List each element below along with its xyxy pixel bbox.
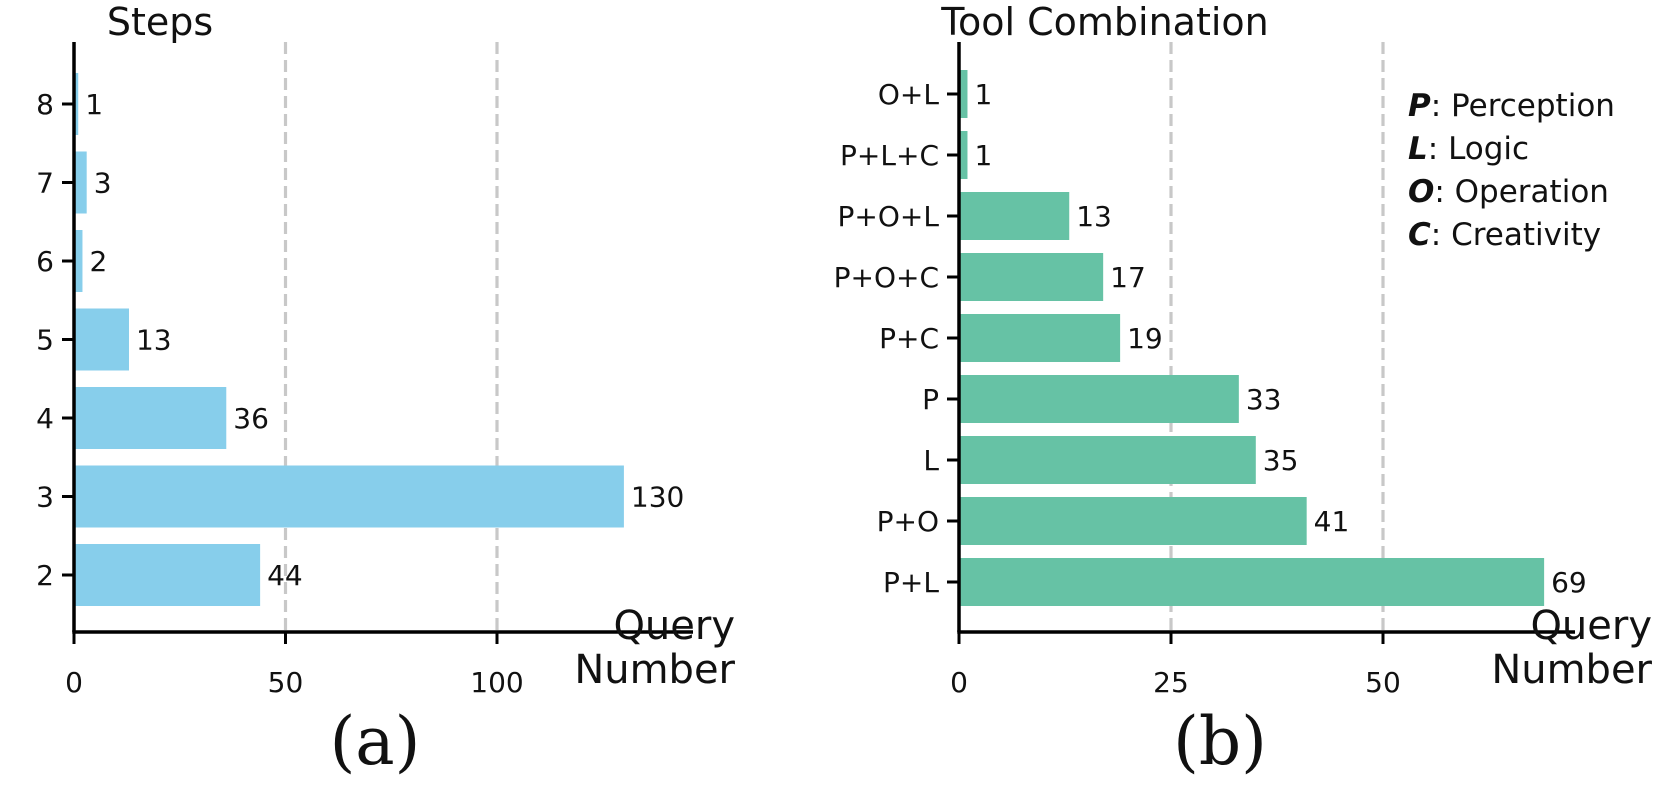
- legend-entry: P: Perception: [1408, 88, 1615, 124]
- legend-entry: O: Operation: [1408, 174, 1609, 210]
- panel-label: (a): [330, 703, 421, 780]
- legend-entry: C: Creativity: [1408, 217, 1601, 253]
- legend: P: Perception L: Logic O: Operation C: Crea…: [1408, 88, 1615, 253]
- y-tick-label: P: [922, 383, 939, 416]
- x-tick-label: 0: [950, 666, 968, 699]
- tool-combination-chart: Tool Combination P+L P+O LP P+C P+O+C P+O+L P+…: [834, 0, 1653, 780]
- bar: [959, 70, 968, 118]
- data-label: 130: [631, 481, 684, 514]
- data-label: 2: [89, 245, 107, 278]
- y-tick-label: 7: [36, 167, 54, 200]
- data-label: 44: [267, 559, 303, 592]
- steps-chart: Steps 2 3 4 5 6 7 8 0 50 100 44 130 36 13 2 3 1 Query N…: [36, 0, 735, 780]
- y-tick-label: P+C: [879, 322, 939, 355]
- data-label: 33: [1246, 383, 1282, 416]
- panel-label: (b): [1173, 703, 1267, 780]
- x-axis-label: Query Number: [1491, 603, 1652, 693]
- data-label: 19: [1127, 322, 1163, 355]
- data-label: 17: [1110, 261, 1146, 294]
- bar: [959, 253, 1104, 301]
- y-tick-label: 8: [36, 88, 54, 121]
- bar: [959, 558, 1545, 606]
- y-tick-label: P+O: [877, 505, 939, 538]
- y-tick-label: P+O+C: [834, 261, 939, 294]
- bar: [74, 151, 87, 214]
- bar: [959, 436, 1256, 484]
- x-tick-label: 100: [470, 666, 523, 699]
- bar: [959, 131, 968, 179]
- x-tick-label: 0: [65, 666, 83, 699]
- data-label: 36: [233, 402, 269, 435]
- x-tick-label: 25: [1153, 666, 1189, 699]
- chart-title: Tool Combination: [940, 0, 1269, 44]
- x-tick-label: 50: [1365, 666, 1401, 699]
- x-axis-label: Query Number: [574, 603, 735, 693]
- data-label: 13: [1076, 200, 1112, 233]
- data-label: 41: [1314, 505, 1350, 538]
- y-tick-label: P+L+C: [840, 139, 939, 172]
- y-tick-label: 2: [36, 559, 54, 592]
- bar: [959, 375, 1239, 423]
- y-tick-label: O+L: [878, 78, 940, 111]
- bar: [74, 230, 83, 292]
- y-tick-label: 3: [36, 481, 54, 514]
- bar: [959, 497, 1307, 545]
- y-tick-label: 5: [36, 324, 54, 357]
- bar: [74, 308, 129, 371]
- data-label: 35: [1263, 444, 1299, 477]
- legend-entry: L: Logic: [1408, 131, 1529, 167]
- data-label: 1: [974, 139, 992, 172]
- chart-title: Steps: [107, 0, 213, 44]
- bar: [959, 314, 1121, 362]
- bar: [74, 387, 227, 449]
- y-tick-label: 4: [36, 402, 54, 435]
- data-label: 69: [1551, 566, 1587, 599]
- y-tick-label: L: [923, 444, 939, 477]
- y-tick-label: P+O+L: [838, 200, 940, 233]
- y-tick-label: P+L: [883, 566, 939, 599]
- bar: [959, 192, 1070, 240]
- data-label: 3: [94, 167, 112, 200]
- bar: [74, 544, 261, 606]
- bar: [74, 73, 79, 135]
- data-label: 1: [85, 88, 103, 121]
- y-tick-label: 6: [36, 245, 54, 278]
- bar: [74, 465, 624, 528]
- data-label: 1: [974, 78, 992, 111]
- data-label: 13: [136, 324, 172, 357]
- x-tick-label: 50: [268, 666, 304, 699]
